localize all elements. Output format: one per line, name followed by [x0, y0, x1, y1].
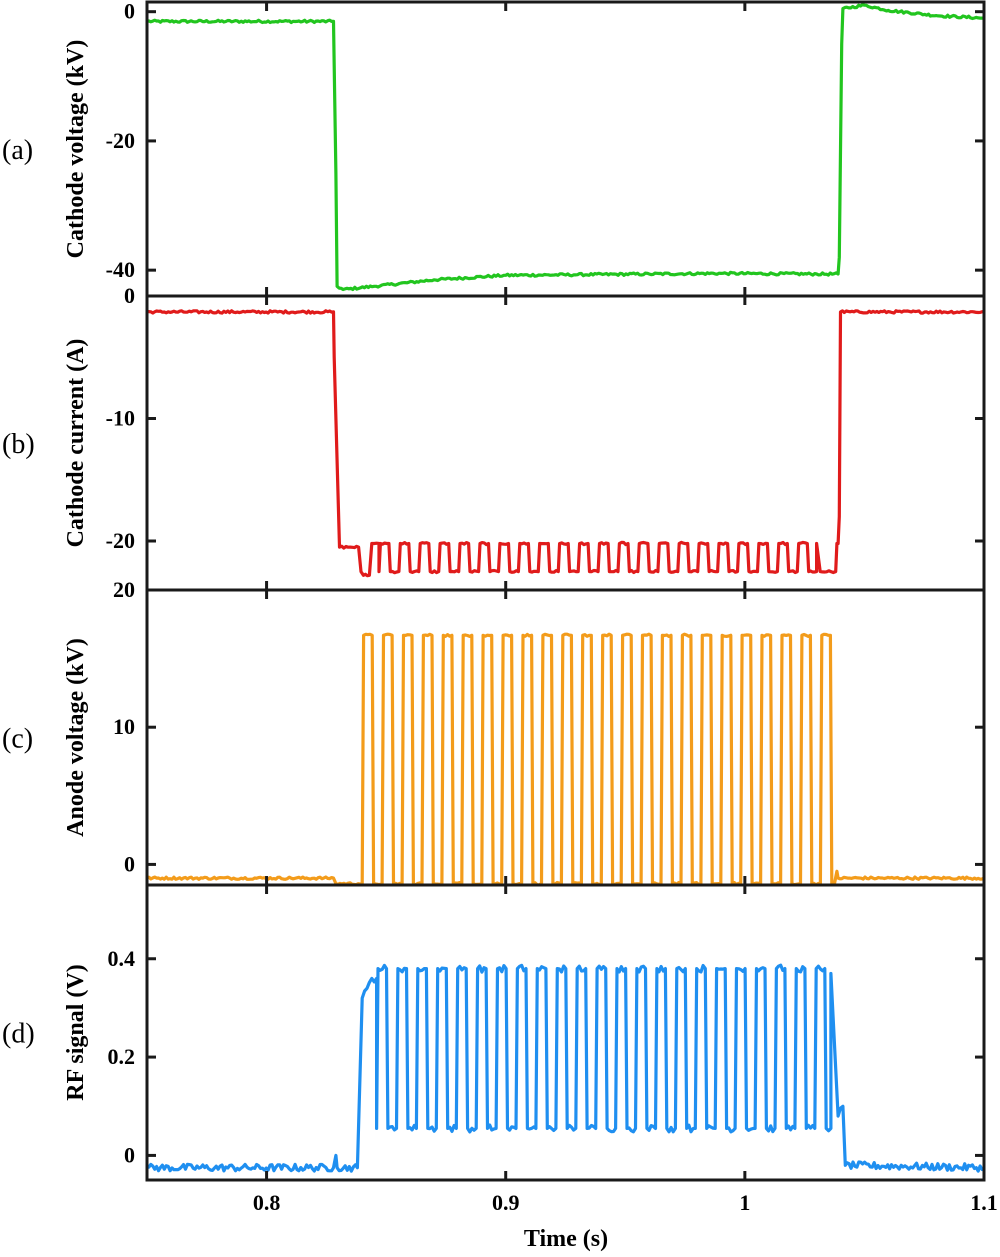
y-tick-label: 10 — [113, 714, 135, 739]
y-axis-label: Cathode current (A) — [63, 339, 89, 548]
y-axis-label: RF signal (V) — [63, 964, 89, 1100]
series-line-d — [147, 963, 984, 1173]
x-tick-label: 0.9 — [492, 1190, 520, 1215]
panel-label: (b) — [2, 429, 35, 460]
panel-d: 0 0.2 0.4 RF signal (V) (d) — [2, 883, 986, 1182]
panel-label: (a) — [2, 135, 33, 166]
y-tick-label: -20 — [106, 128, 135, 153]
x-axis-label: Time (s) — [524, 1226, 608, 1252]
panel-c: 0 10 20 Anode voltage (kV) (c) — [2, 577, 986, 887]
panels: 0 -20 -40 Cathode voltage (kV) (a) 0 -10 -20 Cat… — [2, 0, 998, 1215]
panel-a: 0 -20 -40 Cathode voltage (kV) (a) — [2, 0, 986, 298]
y-tick-label: 0.4 — [108, 946, 136, 971]
series-line-c — [147, 632, 984, 885]
y-tick-label: 0 — [124, 283, 135, 308]
y-tick-label: 20 — [113, 577, 135, 602]
panel-label: (c) — [2, 724, 33, 755]
plot-frame — [145, 0, 986, 298]
plot-frame — [145, 883, 986, 1182]
y-tick-label: -10 — [106, 406, 135, 431]
series-line-b — [147, 309, 984, 578]
series-line-a — [147, 3, 984, 292]
y-tick-label: 0 — [124, 851, 135, 876]
y-axis-label: Cathode voltage (kV) — [63, 40, 89, 259]
y-tick-label: -20 — [106, 528, 135, 553]
x-tick-label: 1.1 — [970, 1190, 998, 1215]
y-tick-label: 0 — [124, 0, 135, 24]
panel-b: 0 -10 -20 Cathode current (A) (b) — [2, 283, 986, 592]
y-tick-label: 0 — [124, 1142, 135, 1167]
x-tick-label: 1 — [739, 1190, 750, 1215]
y-tick-label: 0.2 — [108, 1044, 136, 1069]
y-tick-label: -40 — [106, 257, 135, 282]
panel-label: (d) — [2, 1019, 35, 1050]
x-tick-label: 0.8 — [253, 1190, 281, 1215]
y-axis-label: Anode voltage (kV) — [63, 638, 89, 837]
plot-frame — [145, 294, 986, 592]
